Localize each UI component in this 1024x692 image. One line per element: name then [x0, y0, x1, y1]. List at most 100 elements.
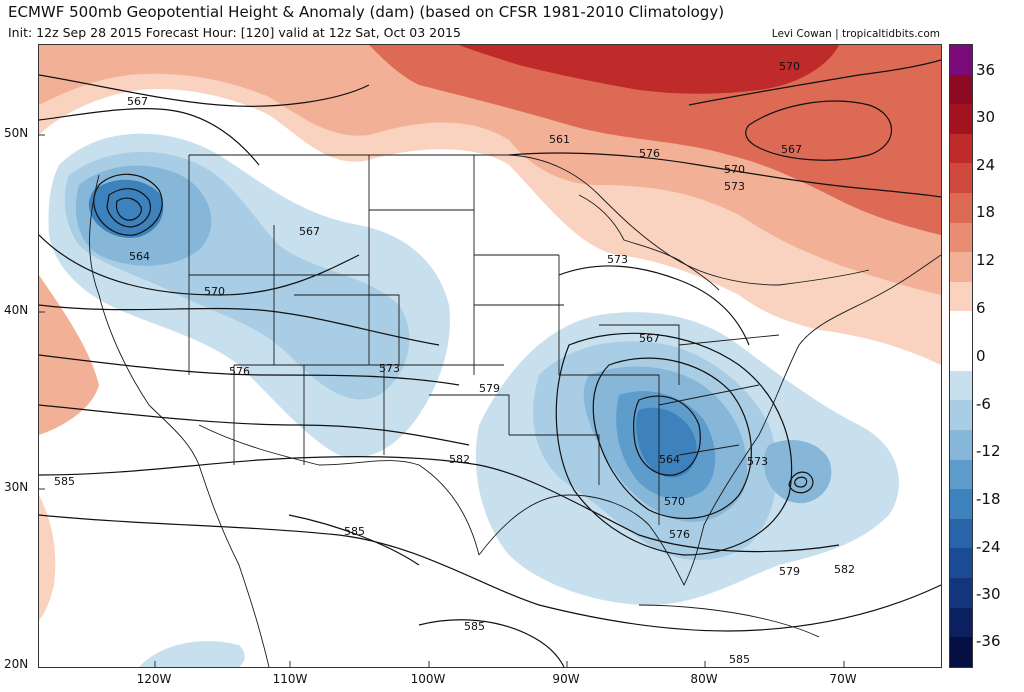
- colorbar-tick-label: -12: [976, 442, 1001, 460]
- contour-label: 570: [204, 285, 225, 298]
- contour-line: [39, 514, 941, 632]
- chart-subtitle: Init: 12z Sep 28 2015 Forecast Hour: [12…: [8, 25, 461, 40]
- contour-label: 567: [781, 143, 802, 156]
- anomaly-positive-strong: [459, 45, 839, 94]
- state-line: [429, 394, 510, 435]
- contour-label: 576: [639, 147, 660, 160]
- state-line: [599, 324, 680, 385]
- contour-line: [508, 152, 941, 198]
- colorbar-segment: [950, 370, 972, 401]
- lon-label-70w: 70W: [829, 672, 857, 686]
- state-line: [294, 294, 400, 365]
- graticule-ticks: [39, 134, 845, 667]
- state-line: [678, 334, 780, 346]
- lat-label-50n: 50N: [4, 126, 29, 140]
- anomaly-negative-west-center: [88, 179, 164, 238]
- colorbar-segment: [950, 518, 972, 549]
- colorbar-segment: [950, 74, 972, 105]
- state-line: [658, 384, 760, 406]
- contour-label: 585: [344, 525, 365, 538]
- contour-label: 570: [724, 163, 745, 176]
- contour-label: 567: [127, 95, 148, 108]
- contour-line: [633, 395, 701, 476]
- contour-line: [39, 304, 440, 346]
- state-line: [599, 374, 660, 525]
- contour-label: 570: [664, 495, 685, 508]
- contour-line: [39, 74, 370, 107]
- contour-label: 564: [129, 250, 150, 263]
- contour-label: 582: [449, 453, 470, 466]
- chart-credit: Levi Cowan | tropicaltidbits.com: [771, 28, 940, 40]
- contour-label: 576: [669, 528, 690, 541]
- colorbar-segment: [950, 163, 972, 194]
- anomaly-positive-sw: [39, 495, 56, 620]
- colorbar-segment: [950, 429, 972, 460]
- colorbar-segment: [950, 577, 972, 608]
- colorbar-segment: [950, 222, 972, 253]
- lat-label-30n: 30N: [4, 480, 29, 494]
- contour-line: [794, 476, 808, 488]
- contour-line: [418, 619, 565, 667]
- lon-label-90w: 90W: [552, 672, 580, 686]
- anomaly-positive-medium: [369, 45, 941, 235]
- contour-line: [788, 471, 814, 494]
- colorbar-segment: [950, 489, 972, 519]
- state-line: [678, 444, 740, 456]
- anomaly-negative-south: [139, 641, 245, 667]
- colorbar-tick-label: 18: [976, 203, 996, 221]
- colorbar-segment: [950, 637, 972, 667]
- contour-label: 564: [659, 453, 680, 466]
- anomaly-negative-atlantic: [764, 440, 832, 504]
- contour-label: 561: [549, 133, 570, 146]
- contour-label: 585: [729, 653, 750, 666]
- colorbar-segment: [950, 459, 972, 490]
- colorbar-tick-label: -18: [976, 490, 1001, 508]
- contour-label: 570: [779, 60, 800, 73]
- coast-cuba: [638, 604, 820, 638]
- contour-label: 585: [464, 620, 485, 633]
- contour-line: [555, 332, 793, 556]
- colorbar-segment: [950, 548, 972, 578]
- coast-gulf: [478, 494, 705, 587]
- colorbar-segment: [950, 341, 972, 371]
- colorbar-tick-label: -24: [976, 538, 1001, 556]
- lon-label-120w: 120W: [136, 672, 172, 686]
- colorbar-tick-label: -36: [976, 632, 1001, 650]
- coast-west: [89, 174, 270, 667]
- colorbar-tick-label: 24: [976, 156, 996, 174]
- lon-label-110w: 110W: [272, 672, 308, 686]
- map-panel: 561 564 567 567 570 570 573 573 576 576 579 579 582 5…: [38, 44, 942, 668]
- contour-label: 585: [54, 475, 75, 488]
- colorbar-tick-label: 12: [976, 251, 996, 269]
- state-line: [509, 434, 600, 485]
- contour-label: 579: [779, 565, 800, 578]
- colorbar-segment: [950, 133, 972, 164]
- anomaly-positive-west: [39, 275, 99, 435]
- contour-label: 573: [607, 253, 628, 266]
- political-boundaries: [89, 154, 941, 667]
- state-line: [558, 255, 599, 376]
- chart-title: ECMWF 500mb Geopotential Height & Anomal…: [8, 3, 725, 21]
- contour-label: 573: [379, 362, 400, 375]
- lon-label-100w: 100W: [410, 672, 446, 686]
- contour-line: [558, 265, 750, 346]
- contour-line: [288, 514, 420, 566]
- contour-line: [39, 456, 840, 553]
- contour-line: [39, 234, 360, 296]
- map-svg: 561 564 567 567 570 570 573 573 576 576 579 579 582 5…: [39, 45, 941, 667]
- colorbar-segment: [950, 311, 972, 342]
- contour-line: [39, 354, 460, 386]
- colorbar-segment: [950, 45, 972, 75]
- contour-line: [115, 197, 142, 221]
- colorbar-segment: [950, 252, 972, 282]
- contour-line: [745, 100, 893, 161]
- anomaly-colorbar: [949, 44, 973, 668]
- contour-label: 579: [479, 382, 500, 395]
- contour-label: 567: [299, 225, 320, 238]
- contour-label: 576: [229, 365, 250, 378]
- colorbar-segment: [950, 193, 972, 223]
- contour-labels: 561 564 567 567 570 570 573 573 576 576 579 579 582 5…: [54, 60, 855, 666]
- border-us-mexico: [198, 424, 480, 556]
- contour-line: [688, 59, 941, 106]
- anomaly-negative-se-center: [636, 407, 697, 478]
